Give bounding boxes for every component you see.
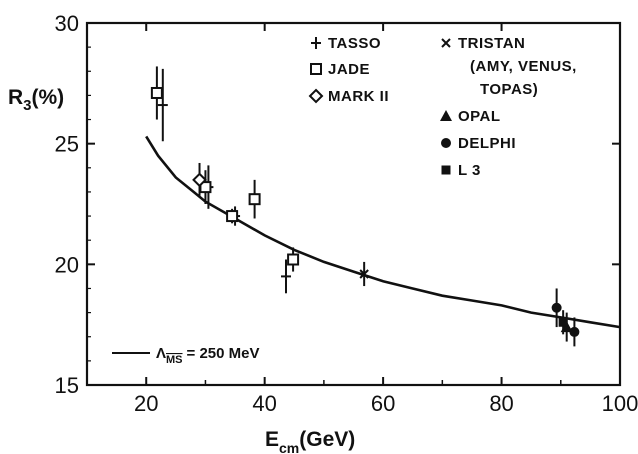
plot-frame [85,21,622,387]
marker-circle-filled [569,326,580,337]
series-tristan [359,261,369,287]
legend-label: TASSO [328,35,381,52]
y-tick-label: 30 [55,11,79,36]
legend-item: TASSO [311,35,381,52]
y-tick-label: 25 [55,132,79,157]
data-point-jade [150,66,163,120]
y-axis-label-unit: (%) [32,86,65,109]
legend-item: DELPHI [441,135,516,152]
data-point-jade [248,179,261,219]
fit-curve-group [145,135,621,329]
legend-item: JADE [310,61,370,78]
legend-marker-circle-filled [441,138,451,148]
x-tick-label: 100 [602,391,638,416]
series-delphi [551,288,580,347]
series-mark-ii [192,162,207,197]
x-axis-label-sub: cm [279,440,299,454]
legend-label: TOPAS) [480,81,538,98]
y-axis-label: R3(%) [8,86,64,114]
y-tick-label: 15 [55,373,79,398]
y-tick-label: 20 [55,252,79,277]
data-point-jade [226,208,239,224]
marker-square-open [287,253,300,266]
legend-item: TOPAS) [480,81,538,98]
marker-square-open [226,210,239,223]
marker-diamond-open [192,172,207,188]
legend-marker-cross [441,38,451,48]
legend-label: TRISTAN [458,35,525,52]
legend-item: (AMY, VENUS, [470,58,577,75]
legend-marker-square-open [310,63,322,75]
legend-label: DELPHI [458,135,516,152]
data-points [150,66,580,347]
legend-label: (AMY, VENUS, [470,58,577,75]
axis-tick-labels: 20 40 60 80 100 15 20 25 30 [55,11,638,416]
y-axis-label-sub: 3 [23,97,31,114]
series-l-3 [558,310,568,335]
legend-marker-triangle [440,110,452,121]
x-axis-label-main: E [265,428,279,451]
legend-label: JADE [328,61,370,78]
axis-ticks [87,22,621,386]
legend-item: TRISTAN [441,35,525,52]
fit-legend-value: = 250 MeV [187,345,260,362]
legend-marker-diamond-open [308,88,324,104]
marker-square-open [248,193,261,206]
fit-legend-subscript: MS [166,354,183,366]
legend-label: MARK II [328,88,389,105]
x-tick-label: 80 [489,391,513,416]
x-tick-label: 20 [134,391,158,416]
fit-legend-lambda: Λ [156,345,166,362]
data-point-delphi [551,288,562,328]
marker-cross [359,269,369,279]
x-tick-label: 60 [371,391,395,416]
fit-legend: ΛMS = 250 MeV [112,345,259,366]
data-point-delphi [569,317,580,347]
x-tick-label: 40 [252,391,276,416]
data-point-tasso [157,68,168,142]
plot-border [85,21,622,387]
legend-item: OPAL [440,108,501,125]
fit-curve [145,135,621,329]
marker-square-open [150,86,163,99]
x-axis-label: Ecm(GeV) [265,428,355,454]
legend-label: OPAL [458,108,501,125]
y-axis-label-main: R [8,86,23,109]
data-point-tristan [359,261,369,287]
marker-square-filled [558,317,568,327]
x-axis-label-unit: (GeV) [299,428,355,451]
legend-item: L 3 [441,162,481,179]
legend-marker-square-filled [441,165,451,175]
data-point-jade [287,247,300,272]
data-point-l-3 [558,310,568,335]
data-point-tasso [280,259,291,294]
series-tasso [157,68,291,294]
data-point-mark-ii [192,162,207,197]
legend: TASSO JADE MARK II TRISTAN (AMY, VENUS, TOPAS… [308,35,577,179]
marker-circle-filled [551,302,562,313]
legend-item: MARK II [308,88,389,105]
legend-label: L 3 [458,162,481,179]
fit-legend-label: ΛMS = 250 MeV [156,345,259,366]
